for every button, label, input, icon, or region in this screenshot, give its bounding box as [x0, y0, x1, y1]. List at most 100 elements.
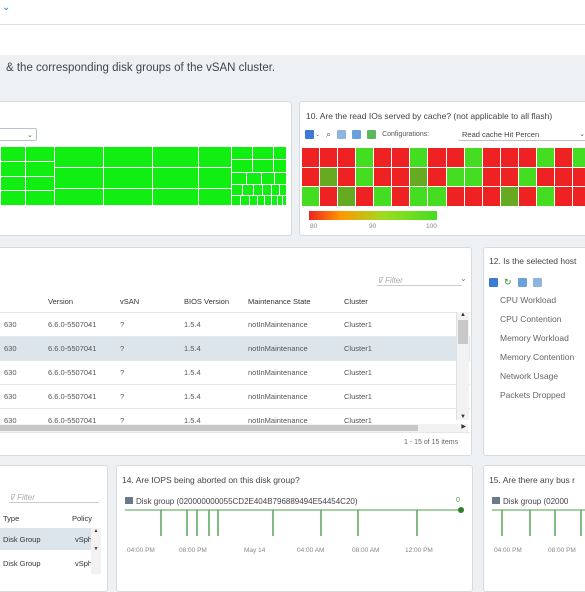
column-header[interactable]: Policy	[72, 514, 93, 523]
scroll-right-icon[interactable]: ▶	[461, 424, 466, 430]
treemap-cell[interactable]	[152, 146, 199, 168]
treemap-cell[interactable]	[231, 159, 253, 173]
scroll-up-icon[interactable]: ▲	[460, 312, 466, 318]
refresh-icon[interactable]: ↻	[504, 277, 512, 287]
column-header[interactable]: vSAN	[120, 290, 184, 313]
heatmap-cell[interactable]	[302, 167, 320, 187]
treemap-cell[interactable]	[240, 195, 250, 206]
column-header[interactable]	[0, 290, 48, 313]
heatmap-cell[interactable]	[410, 148, 428, 167]
heatmap-cell[interactable]	[536, 187, 554, 206]
treemap-cell[interactable]	[273, 146, 287, 160]
workload-item[interactable]: Packets Dropped	[500, 390, 566, 400]
treemap-cell[interactable]	[103, 188, 153, 206]
table-row[interactable]: 630 6.6.0-5507041? 1.5.4 notInMaintenance Cl…	[0, 312, 470, 337]
heatmap-cell[interactable]	[428, 167, 446, 187]
heatmap-cell[interactable]	[392, 148, 410, 167]
heatmap-cell[interactable]	[320, 167, 338, 187]
diskgroups-filter[interactable]: ⊽ Filter	[9, 493, 99, 503]
grid-icon[interactable]	[532, 278, 542, 287]
treemap-cell[interactable]	[152, 188, 199, 206]
bus-chart[interactable]	[484, 504, 585, 544]
treemap-cell[interactable]	[103, 167, 153, 189]
column-header[interactable]: BIOS Version	[184, 290, 248, 313]
heatmap-cell[interactable]	[554, 148, 572, 167]
chart-icon[interactable]	[337, 130, 347, 139]
heatmap-cell[interactable]	[554, 187, 572, 206]
treemap-cell[interactable]	[0, 190, 26, 206]
workload-item[interactable]: Network Usage	[500, 371, 559, 381]
treemap-cell[interactable]	[0, 176, 26, 191]
treemap-cell[interactable]	[252, 146, 274, 160]
treemap-cell[interactable]	[25, 161, 55, 177]
heatmap-cell[interactable]	[374, 187, 392, 206]
heatmap-cell[interactable]	[356, 148, 374, 167]
heatmap-cell[interactable]	[338, 148, 356, 167]
scrollbar-thumb[interactable]	[458, 320, 468, 344]
treemap-cell[interactable]	[246, 172, 262, 185]
treemap-cell[interactable]	[198, 146, 232, 168]
chevron-down-icon[interactable]: ⌄	[315, 132, 321, 138]
configuration-select[interactable]: Read cache Hit Percen ⌄	[458, 128, 585, 141]
calendar-icon[interactable]	[517, 278, 527, 287]
workload-item[interactable]: Memory Contention	[500, 352, 575, 362]
treemap-cell[interactable]	[277, 195, 283, 206]
hosts-filter[interactable]: ⊽ Filter	[377, 276, 462, 286]
treemap-cell[interactable]	[25, 146, 55, 162]
column-header[interactable]: Maintenance State	[248, 290, 344, 313]
heatmap-cell[interactable]	[554, 167, 572, 187]
iops-chart[interactable]	[117, 504, 472, 544]
treemap-cell[interactable]	[271, 195, 278, 206]
treemap-cell[interactable]	[282, 195, 287, 206]
heatmap-cell[interactable]	[320, 148, 338, 167]
heatmap-cell[interactable]	[464, 187, 482, 206]
heatmap-cell[interactable]	[446, 187, 464, 206]
treemap-cell[interactable]	[252, 159, 274, 173]
treemap-cell[interactable]	[231, 184, 243, 196]
heatmap-cell[interactable]	[518, 187, 536, 206]
heatmap-cell[interactable]	[428, 187, 446, 206]
treemap-cell[interactable]	[279, 184, 287, 196]
vertical-scrollbar[interactable]: ▲ ▼	[456, 312, 469, 420]
treemap[interactable]	[0, 146, 287, 206]
heatmap-cell[interactable]	[572, 187, 585, 206]
treemap-cell[interactable]	[103, 146, 153, 168]
table-row[interactable]: Disk Group vSph	[0, 552, 95, 574]
hierarchy-icon[interactable]	[489, 278, 498, 287]
treemap-cell[interactable]	[264, 195, 272, 206]
treemap-cell[interactable]	[273, 159, 287, 173]
treemap-cell[interactable]	[25, 176, 55, 191]
chevron-down-icon[interactable]: ⌄	[2, 2, 11, 13]
heatmap-cell[interactable]	[482, 187, 500, 206]
heatmap-cell[interactable]	[338, 187, 356, 206]
heatmap-cell[interactable]	[536, 148, 554, 167]
heatmap-cell[interactable]	[500, 148, 518, 167]
scrollbar-thumb[interactable]	[0, 425, 418, 431]
table-row[interactable]: Disk Group vSph	[0, 528, 95, 550]
treemap-cell[interactable]	[261, 172, 275, 185]
treemap-cell[interactable]	[253, 184, 263, 196]
treemap-select[interactable]: ⌄	[0, 128, 37, 141]
heatmap-cell[interactable]	[518, 167, 536, 187]
treemap-cell[interactable]	[231, 146, 253, 160]
treemap-cell[interactable]	[0, 161, 26, 177]
copy-icon[interactable]	[352, 130, 362, 139]
workload-item[interactable]: Memory Workload	[500, 333, 569, 343]
workload-item[interactable]: CPU Workload	[500, 295, 557, 305]
vertical-scrollbar[interactable]: ▲ ▼	[91, 528, 101, 574]
column-header[interactable]: Type	[3, 514, 20, 523]
table-row[interactable]: 630 6.6.0-5507041? 1.5.4 notInMaintenance Cl…	[0, 336, 470, 361]
treemap-cell[interactable]	[198, 167, 232, 189]
heatmap-cell[interactable]	[518, 148, 536, 167]
treemap-cell[interactable]	[152, 167, 199, 189]
heatmap-cell[interactable]	[356, 167, 374, 187]
heatmap-cell[interactable]	[338, 167, 356, 187]
heatmap-cell[interactable]	[392, 167, 410, 187]
heatmap-cell[interactable]	[500, 167, 518, 187]
treemap-cell[interactable]	[262, 184, 272, 196]
treemap-cell[interactable]	[271, 184, 280, 196]
chevron-down-icon[interactable]: ⌄	[460, 274, 467, 283]
treemap-cell[interactable]	[257, 195, 265, 206]
cache-heatmap[interactable]	[302, 148, 585, 206]
treemap-cell[interactable]	[54, 146, 104, 168]
